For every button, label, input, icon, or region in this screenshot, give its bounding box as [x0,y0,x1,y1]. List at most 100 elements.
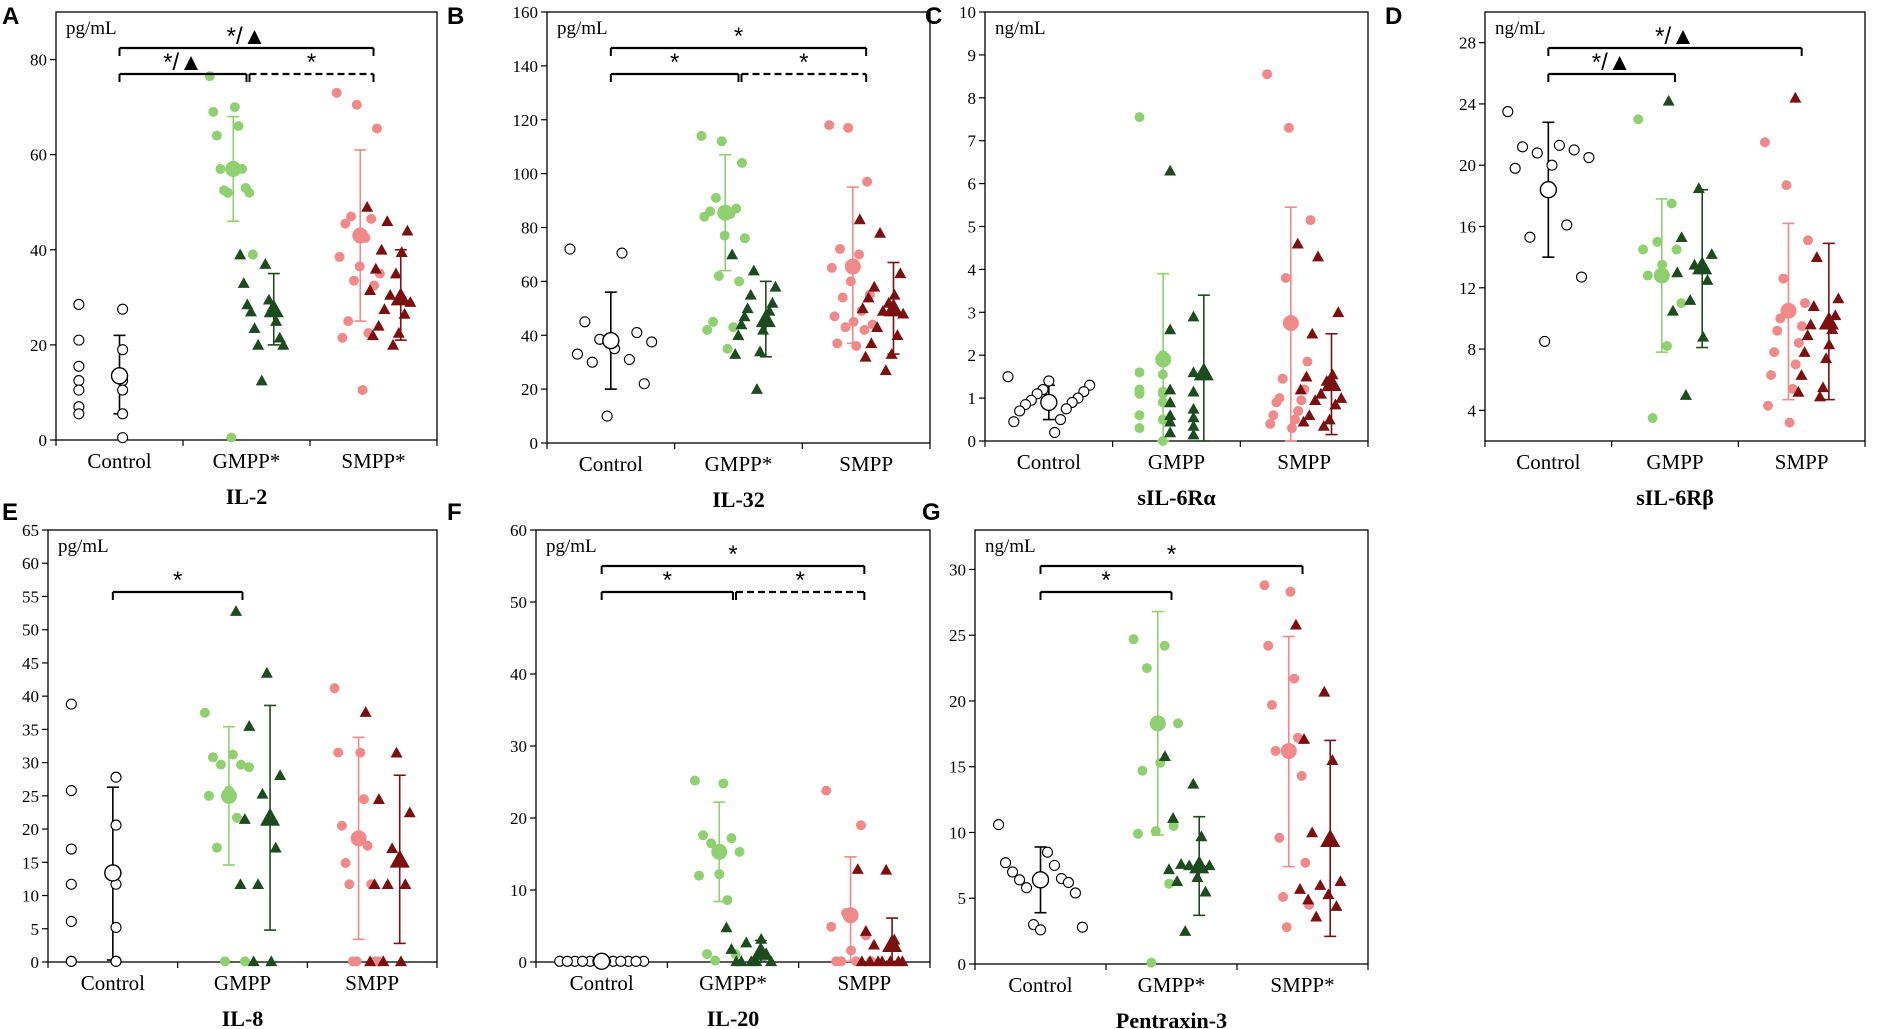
data-point [1187,385,1200,397]
category-label-smpp: SMPP [1277,450,1331,474]
data-point [1134,112,1145,123]
y-tick-label: 15 [949,758,966,777]
data-point [859,324,870,335]
data-point [1262,69,1273,80]
data-point [244,187,255,198]
data-point [1803,235,1813,246]
data-point [1793,337,1804,348]
data-point [638,378,650,390]
data-point [829,311,840,322]
data-point [747,264,760,276]
data-point [868,280,881,292]
data-point [270,315,283,326]
data-point [735,955,748,967]
data-point [1159,640,1170,651]
data-point [630,955,642,967]
y-tick-label: 4 [1468,401,1477,420]
data-point [1813,390,1826,402]
data-point [586,356,598,368]
significance-label: * [663,567,672,594]
data-point [1335,392,1348,403]
data-point [718,778,729,789]
chart-title: sIL-6Rα [1137,485,1216,510]
data-point [741,302,754,314]
data-point [1332,306,1345,318]
data-point [1270,745,1281,756]
data-point [1259,580,1270,591]
significance-label: * [795,567,804,594]
series-smpp-dark [1289,618,1347,938]
y-tick-label: 20 [1459,156,1476,175]
data-point [371,123,382,134]
data-point [1792,385,1805,397]
data-point [1137,765,1148,776]
data-point [1278,891,1289,902]
data-point [1305,215,1316,226]
plot-frame [984,11,1369,442]
data-point [398,307,411,319]
data-point [241,298,254,310]
category-label-control: Control [81,971,145,995]
data-point [735,318,748,330]
data-point [364,284,377,295]
data-point [993,819,1005,831]
data-point [757,323,770,335]
data-point [1317,419,1330,431]
data-point [1553,139,1565,151]
data-point [863,955,876,967]
y-tick-label: 0 [31,953,40,972]
data-point [1175,858,1188,869]
y-tick-label: 0 [39,431,48,450]
data-point [65,878,77,890]
series-gmpp-light [1128,610,1184,968]
data-point [720,921,733,933]
series-gmpp-light [204,71,258,443]
data-point [117,408,129,420]
y-tick-label: 60 [510,521,527,540]
data-point [235,759,246,770]
data-point [229,102,240,113]
data-point [1705,248,1718,259]
y-tick-label: 45 [22,654,39,673]
panel-c: 0 1 2 3 4 5 6 7 8 9 10 C ng/mL Control GMPP SMPP sIL-6Rα [925,3,1369,510]
data-point [716,136,727,147]
mean-marker [1780,302,1797,319]
data-point [260,666,273,678]
data-point [243,720,256,731]
category-label-control: Control [570,971,634,995]
significance-bracket: * [1039,541,1304,574]
significance-label: */▲ [163,49,203,76]
unit-label: ng/mL [995,18,1046,39]
data-point [1823,338,1836,350]
y-tick-label: 55 [22,587,39,606]
data-point [1157,414,1168,425]
data-point [1265,418,1276,429]
data-point [1290,414,1301,425]
panel-d: 4 8 12 16 20 24 28 D ng/mL Control GMPP SMPP sIL-6Rβ… [1385,3,1866,510]
data-point [1817,381,1830,393]
data-point [693,870,704,881]
mean-marker [592,952,611,970]
data-point [1829,309,1842,321]
data-point [859,925,872,936]
data-point [865,337,878,349]
y-tick-label: 160 [513,3,539,22]
data-point [1007,866,1019,878]
data-point [244,305,257,317]
data-point [1187,777,1200,789]
mean-marker [225,160,242,177]
y-tick-label: 80 [30,51,47,70]
series-gmpp-light [1134,112,1172,446]
data-point [1034,924,1047,936]
data-point [110,921,122,933]
data-point [1164,323,1177,335]
data-point [1807,300,1820,311]
data-point [853,213,866,225]
data-point [1146,957,1157,968]
data-point [346,211,357,222]
data-point [1568,144,1580,156]
data-point [1150,826,1161,837]
series-gmpp-light [199,707,254,967]
data-point [646,336,658,348]
data-point [1293,405,1304,416]
